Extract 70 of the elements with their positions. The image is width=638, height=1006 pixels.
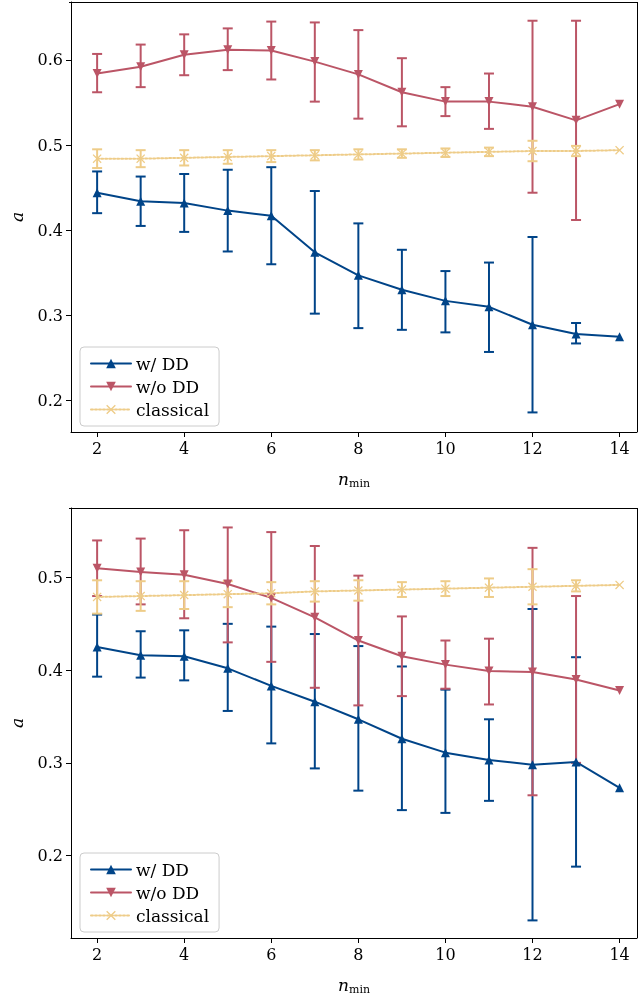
point — [92, 563, 102, 573]
y-tick-label: 0.2 — [37, 846, 63, 866]
point — [397, 87, 407, 97]
point — [136, 591, 146, 601]
point — [484, 583, 494, 593]
x-tick-label: 12 — [522, 438, 543, 458]
y-tick-label: 0.3 — [37, 305, 63, 325]
point — [528, 582, 538, 592]
legend-label: w/ DD — [136, 859, 189, 880]
y-tick-label: 0.6 — [37, 50, 63, 70]
y-tick-label: 0.4 — [37, 220, 63, 240]
x-tick-label: 2 — [92, 438, 103, 458]
x-tick-label: 8 — [353, 438, 364, 458]
point — [223, 663, 233, 673]
point — [528, 760, 538, 770]
point — [353, 270, 363, 280]
point — [223, 45, 233, 55]
point — [179, 651, 189, 661]
point — [136, 62, 146, 72]
x-tick-label: 14 — [609, 944, 630, 964]
x-tick-label: 10 — [435, 944, 456, 964]
legend-label: classical — [136, 905, 210, 926]
point — [615, 145, 625, 155]
y-tick-label: 0.4 — [37, 660, 63, 680]
y-axis-title: a — [6, 211, 27, 223]
x-tick-label: 12 — [522, 944, 543, 964]
point — [571, 674, 581, 684]
point — [353, 585, 363, 595]
x-tick-label: 4 — [179, 438, 190, 458]
point — [528, 320, 538, 330]
y-tick-label: 0.2 — [37, 390, 63, 410]
point — [92, 188, 102, 198]
x-tick-label: 6 — [266, 944, 277, 964]
point — [179, 570, 189, 580]
legend-label: w/o DD — [136, 376, 200, 397]
legend-label: w/o DD — [136, 882, 200, 903]
x-tick-label: 8 — [353, 944, 364, 964]
point — [571, 329, 581, 339]
x-tick-label: 4 — [179, 944, 190, 964]
point — [310, 247, 320, 257]
point — [615, 686, 625, 696]
point — [179, 50, 189, 60]
point — [397, 585, 407, 595]
point — [615, 332, 625, 342]
y-tick-label: 0.3 — [37, 753, 63, 773]
point — [92, 154, 102, 164]
x-tick-label: 14 — [609, 438, 630, 458]
legend-label: w/ DD — [136, 353, 189, 374]
point — [397, 651, 407, 661]
point — [397, 734, 407, 744]
x-tick-label: 2 — [92, 944, 103, 964]
point — [353, 69, 363, 79]
point — [440, 748, 450, 758]
point — [353, 714, 363, 724]
point — [528, 146, 538, 156]
legend-label: classical — [136, 399, 210, 420]
point — [615, 99, 625, 109]
point — [92, 642, 102, 652]
y-axis-title: a — [6, 717, 27, 729]
point — [136, 650, 146, 660]
y-tick-label: 0.5 — [37, 568, 63, 587]
point — [571, 757, 581, 767]
point — [615, 580, 625, 590]
y-tick-label: 0.5 — [37, 135, 63, 155]
point — [136, 196, 146, 206]
point — [223, 579, 233, 589]
point — [136, 567, 146, 577]
x-tick-label: 6 — [266, 438, 277, 458]
point — [310, 586, 320, 596]
x-tick-label: 10 — [435, 438, 456, 458]
